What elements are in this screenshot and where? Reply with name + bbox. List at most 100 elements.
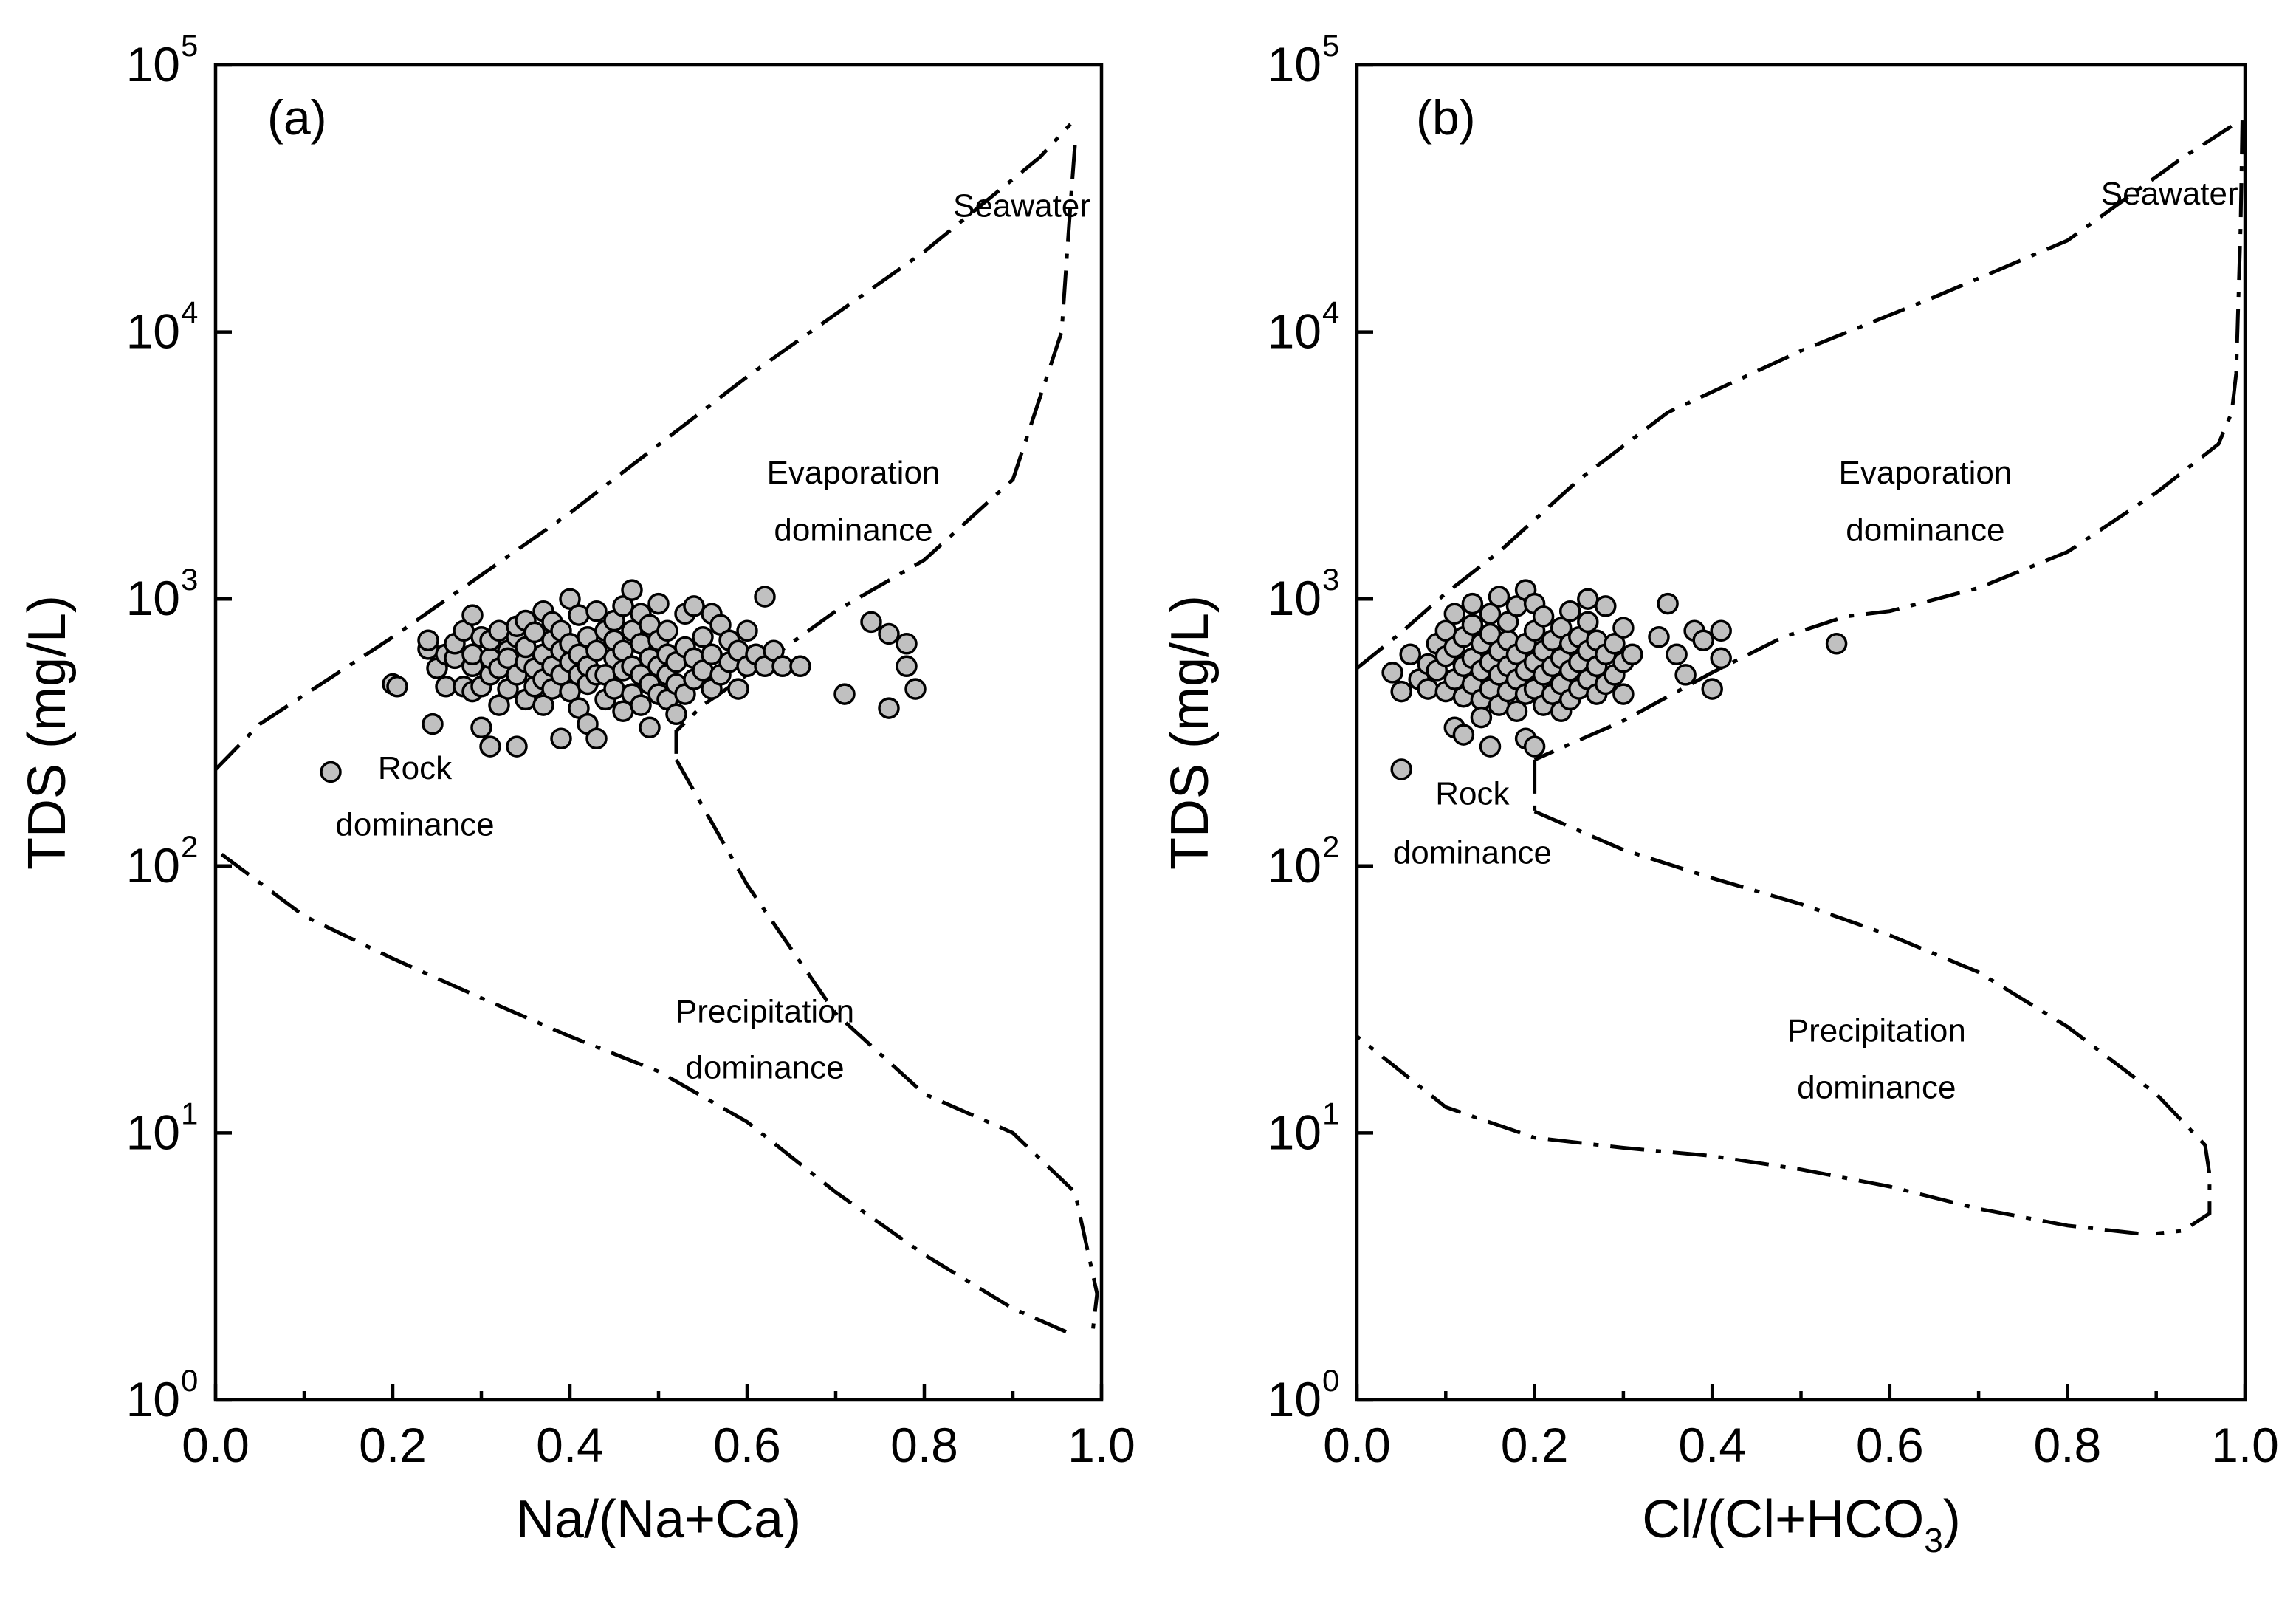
y-tick-exponent: 0 bbox=[181, 1363, 198, 1398]
annotation: Seawater bbox=[2101, 176, 2238, 212]
data-point bbox=[470, 716, 492, 739]
panel-a-boundaries bbox=[214, 123, 1099, 1333]
y-tick-label: 10 bbox=[1268, 1105, 1321, 1159]
annotation: dominance bbox=[1393, 835, 1552, 871]
data-point bbox=[585, 600, 608, 622]
data-point bbox=[833, 683, 856, 705]
data-point bbox=[1604, 633, 1626, 655]
panel-a-y-axis-label: TDS (mg/L) bbox=[18, 595, 77, 870]
y-tick-exponent: 5 bbox=[181, 28, 198, 63]
boundary-line-2 bbox=[674, 145, 1077, 760]
y-tick-exponent: 5 bbox=[1322, 28, 1339, 63]
data-point bbox=[639, 716, 661, 739]
boundary-line-4 bbox=[214, 848, 1068, 1333]
x-tick-label: 0.0 bbox=[1323, 1418, 1391, 1472]
data-point bbox=[1577, 588, 1599, 610]
data-point bbox=[550, 727, 572, 750]
boundary-line-1 bbox=[1355, 118, 2242, 670]
y-tick-label: 10 bbox=[1268, 838, 1321, 893]
data-point bbox=[1621, 643, 1643, 666]
data-point bbox=[1523, 735, 1546, 758]
y-tick-exponent: 4 bbox=[181, 295, 198, 330]
y-tick-label: 10 bbox=[1268, 1372, 1321, 1427]
data-point bbox=[417, 629, 439, 651]
data-point bbox=[603, 678, 625, 700]
panel-b-frame bbox=[1355, 63, 2247, 1402]
x-tick-label: 0.2 bbox=[1501, 1418, 1569, 1472]
y-tick-exponent: 3 bbox=[181, 562, 198, 597]
boundary-line-4 bbox=[1533, 809, 2212, 1236]
x-tick-label: 0.2 bbox=[359, 1418, 427, 1472]
data-point bbox=[532, 694, 554, 716]
y-tick-exponent: 1 bbox=[181, 1096, 198, 1130]
y-tick-label: 10 bbox=[1268, 571, 1321, 625]
data-point bbox=[656, 619, 678, 642]
data-point bbox=[1666, 643, 1688, 666]
data-point bbox=[1532, 605, 1555, 628]
data-point bbox=[621, 579, 643, 601]
data-point bbox=[479, 735, 501, 758]
data-point bbox=[683, 595, 705, 617]
x-tick-label: 1.0 bbox=[1068, 1418, 1135, 1472]
data-point bbox=[878, 697, 900, 719]
panel-a-x-axis-label: Na/(Na+Ca) bbox=[516, 1490, 801, 1549]
boundary-line-2 bbox=[1533, 120, 2244, 762]
data-point bbox=[320, 761, 342, 783]
data-point bbox=[754, 586, 776, 608]
data-point bbox=[1417, 678, 1439, 700]
panel-b-label: (b) bbox=[1416, 90, 1476, 145]
data-point bbox=[1674, 664, 1697, 686]
data-point bbox=[727, 678, 749, 700]
data-point bbox=[701, 643, 723, 666]
data-point bbox=[1657, 592, 1679, 615]
boundary-line-3 bbox=[674, 758, 1099, 1332]
data-point bbox=[647, 592, 670, 615]
y-tick-label: 10 bbox=[126, 37, 180, 92]
data-point bbox=[585, 727, 608, 750]
data-point bbox=[1710, 619, 1732, 642]
panel-b-x-axis-label-end: ) bbox=[1943, 1490, 1961, 1549]
panel-b-x-axis-label-main: Cl/(Cl+HCO bbox=[1642, 1490, 1924, 1549]
y-tick-label: 10 bbox=[126, 304, 180, 359]
data-point bbox=[630, 694, 652, 716]
data-point bbox=[1390, 758, 1412, 780]
y-tick-exponent: 2 bbox=[181, 829, 198, 864]
data-point bbox=[896, 655, 918, 678]
data-point bbox=[1390, 680, 1412, 703]
data-point bbox=[1648, 626, 1670, 648]
data-point bbox=[736, 619, 758, 642]
annotation: Rock bbox=[1435, 776, 1510, 812]
data-point bbox=[1692, 629, 1714, 651]
data-point bbox=[1452, 724, 1475, 746]
annotation: Seawater bbox=[953, 188, 1090, 224]
data-point bbox=[435, 676, 457, 698]
data-point bbox=[1595, 595, 1617, 617]
y-tick-label: 10 bbox=[126, 571, 180, 625]
data-point bbox=[1479, 735, 1502, 758]
data-point bbox=[1577, 611, 1599, 634]
data-point bbox=[612, 595, 634, 617]
data-point bbox=[1381, 662, 1403, 684]
y-tick-label: 10 bbox=[1268, 304, 1321, 359]
boundary-line-5 bbox=[1355, 1034, 2139, 1236]
y-tick-exponent: 2 bbox=[1322, 829, 1339, 864]
data-point bbox=[771, 655, 794, 678]
panel-b-y-axis-label: TDS (mg/L) bbox=[1161, 595, 1220, 870]
data-point bbox=[1488, 586, 1510, 608]
data-point bbox=[585, 639, 608, 662]
x-tick-label: 0.6 bbox=[1856, 1418, 1924, 1472]
data-point bbox=[904, 678, 927, 700]
panel-a-annotations: Seawater Evaporation dominance Rock dominanc… bbox=[335, 188, 1090, 1086]
annotation: dominance bbox=[1797, 1069, 1956, 1105]
data-point bbox=[461, 604, 484, 626]
boundary-line-1 bbox=[214, 123, 1072, 771]
data-point bbox=[1550, 617, 1573, 639]
x-tick-label: 0.8 bbox=[2034, 1418, 2102, 1472]
panel-b-x-axis-label: Cl/(Cl+HCO3) bbox=[1642, 1490, 1961, 1559]
panel-b-boundaries bbox=[1355, 118, 2244, 1236]
y-tick-exponent: 0 bbox=[1322, 1363, 1339, 1398]
y-tick-label: 10 bbox=[126, 1105, 180, 1159]
data-point bbox=[386, 676, 408, 698]
